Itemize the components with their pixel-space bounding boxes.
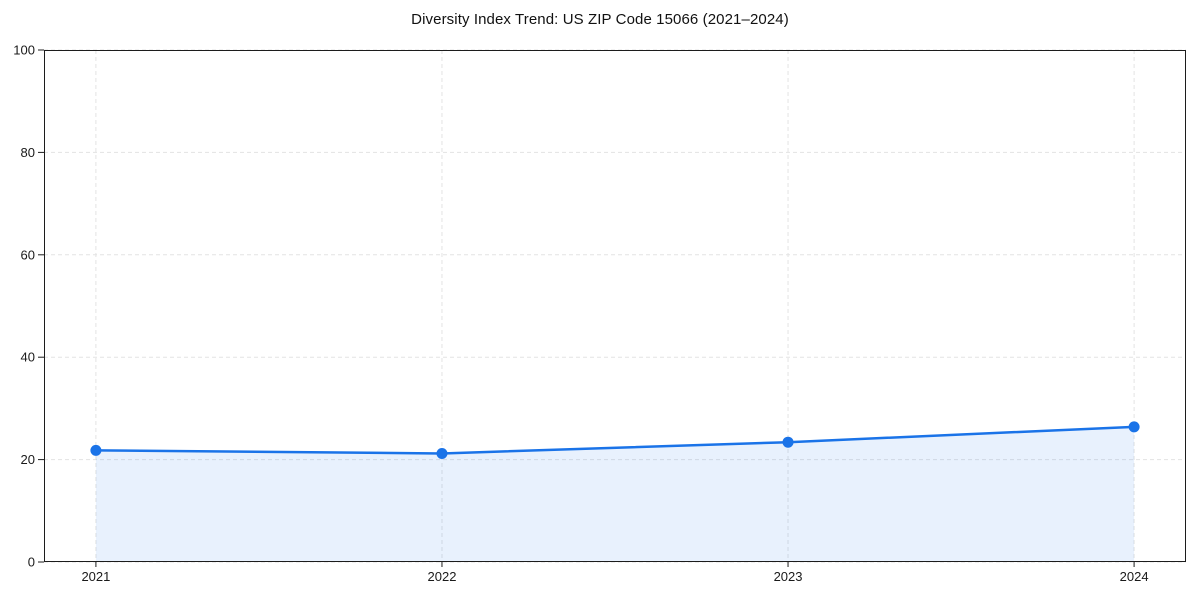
y-tick-label: 40	[21, 350, 35, 365]
x-tick-label: 2022	[428, 569, 457, 584]
y-tick-label: 80	[21, 145, 35, 160]
data-point-marker	[1128, 421, 1140, 433]
y-tick-label: 100	[13, 43, 35, 58]
plot-border	[44, 50, 1186, 562]
x-tick-label: 2024	[1120, 569, 1149, 584]
data-point-marker	[782, 436, 794, 448]
chart-title: Diversity Index Trend: US ZIP Code 15066…	[411, 11, 789, 28]
x-tick-label: 2023	[774, 569, 803, 584]
data-point-marker	[90, 444, 102, 456]
trend-line	[94, 425, 1136, 455]
y-tick-label: 20	[21, 452, 35, 467]
x-tick-label: 2021	[81, 569, 110, 584]
y-tick-label: 0	[28, 555, 35, 570]
area-fill	[95, 426, 1135, 562]
y-tick-label: 60	[21, 247, 35, 262]
data-point-marker	[436, 447, 448, 459]
